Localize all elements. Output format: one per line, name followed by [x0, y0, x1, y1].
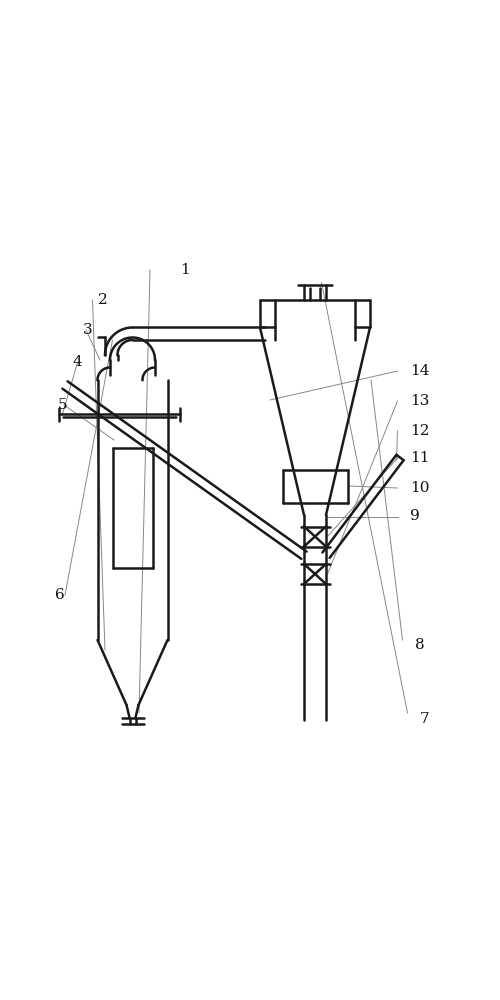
Text: 6: 6 [55, 588, 65, 602]
Text: 10: 10 [410, 481, 430, 495]
Text: 14: 14 [410, 364, 430, 378]
Text: 3: 3 [82, 323, 92, 337]
Text: 13: 13 [410, 394, 430, 408]
Text: 8: 8 [415, 638, 424, 652]
Text: 7: 7 [420, 712, 430, 726]
Text: 4: 4 [72, 356, 82, 369]
Text: 9: 9 [410, 510, 420, 524]
Text: 2: 2 [98, 293, 107, 307]
Text: 12: 12 [410, 424, 430, 438]
Text: 11: 11 [410, 451, 430, 465]
Text: 5: 5 [58, 398, 67, 412]
Text: 1: 1 [180, 263, 190, 277]
